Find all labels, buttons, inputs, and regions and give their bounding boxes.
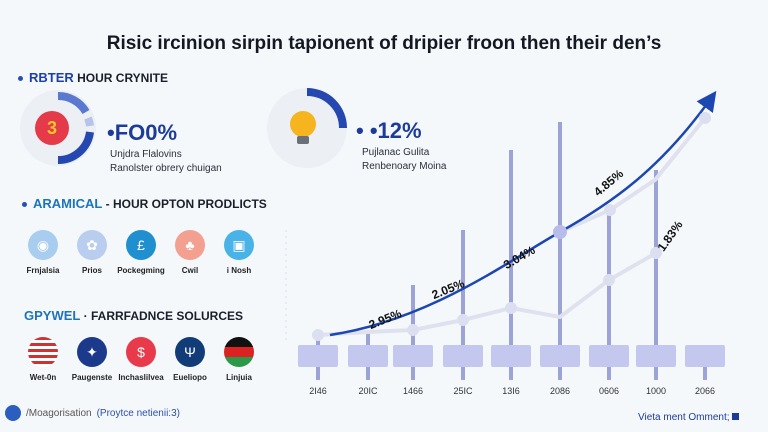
section-header-1: RBTER HOUR CRYNITE [18, 70, 168, 85]
section-header-3: GPYWEL · FARRFADNCE SOLURCES [24, 308, 244, 323]
product-item[interactable]: ▣ i Nosh [209, 230, 269, 275]
flag-icon [224, 337, 254, 367]
currency-icon: £ [126, 230, 156, 260]
product-label: Prios [81, 266, 102, 275]
coin-icon: $ [126, 337, 156, 367]
stat-line: Unjdra Flalovins [110, 149, 182, 160]
product-label: Cwil [181, 266, 199, 275]
x-tick-label: 1466 [402, 386, 424, 396]
emblem-icon: ✦ [77, 337, 107, 367]
section-accent: RBTER [29, 70, 74, 85]
stat-line: Renbenoary Moina [362, 161, 447, 172]
data-point [457, 314, 469, 326]
donut-chart-1: 3 [20, 90, 96, 166]
square-icon [732, 413, 740, 420]
stat-value-text: FO0% [114, 120, 178, 145]
data-point [604, 204, 616, 216]
source-label: Linjuia [226, 373, 252, 382]
stat-desc-1: Unjdra Flalovins Ranolster obrery chuigan [110, 148, 222, 176]
secondary-line-upper [559, 116, 707, 234]
source-label: Inchaslilvea [118, 373, 164, 382]
data-point [505, 302, 517, 314]
stat-value-2: • •12% [356, 118, 422, 143]
source-item[interactable]: Ψ Eueliopo [160, 337, 220, 382]
secondary-line-lower [317, 251, 657, 337]
stat-line: Ranolster obrery chuigan [110, 163, 222, 174]
x-tick-label: 25ΙC [453, 386, 473, 396]
category-box-icon [491, 345, 531, 367]
stat-value-1: •FO0% [107, 120, 178, 145]
footer-link[interactable]: (Proytce netienii:3) [96, 407, 180, 419]
footer-left: /Moagorisation (Proytce netienii:3) [5, 405, 180, 421]
section-accent: ARAMICAL [33, 196, 103, 211]
x-tick-label: 2Ι46 [309, 386, 327, 396]
category-box-icon [348, 345, 388, 367]
product-label: i Nosh [226, 266, 252, 275]
source-item[interactable]: Wet-0n [13, 337, 73, 382]
stat-desc-2: Pujlanac Gulita Renbenoary Moina [362, 146, 447, 174]
badge-number: 3 [47, 118, 57, 138]
data-point [553, 225, 567, 239]
gift-icon: ♣ [175, 230, 205, 260]
stat-line: Pujlanac Gulita [362, 147, 430, 158]
category-box-icon [393, 345, 433, 367]
source-item[interactable]: $ Inchaslilvea [111, 337, 171, 382]
source-label: Paugenste [71, 373, 113, 382]
source-item[interactable]: Linjuia [209, 337, 269, 382]
x-tick-label: 20ΙC [358, 386, 378, 396]
product-item[interactable]: ◉ Frnjalsia [13, 230, 73, 275]
category-box-icon [685, 345, 725, 367]
product-label: Pockegming [117, 266, 165, 275]
org-logo-icon [5, 405, 21, 421]
section-label: FARRFADNCE SOLURCES [91, 309, 244, 323]
category-box-icon [443, 345, 483, 367]
data-point [312, 329, 324, 341]
category-box-icon [636, 345, 676, 367]
x-tick-label: 13Ι6 [502, 386, 520, 396]
category-box-icon [540, 345, 580, 367]
footer-right-text: Vieta ment Omment; [638, 412, 730, 423]
category-box-icon [298, 345, 338, 367]
data-point [407, 324, 419, 336]
controller-icon: ◉ [28, 230, 58, 260]
us-flag-icon [28, 337, 58, 367]
data-point [699, 112, 711, 124]
data-point [603, 274, 615, 286]
section-label: HOUR CRYNITE [77, 71, 169, 85]
source-label: Wet-0n [29, 373, 57, 382]
x-tick-label: 2066 [694, 386, 716, 396]
donut-chart-2 [267, 88, 347, 168]
x-tick-label: 2086 [549, 386, 571, 396]
line-chart [285, 90, 725, 380]
source-label: Eueliopo [173, 373, 207, 382]
source-item[interactable]: ✦ Paugenste [62, 337, 122, 382]
product-item[interactable]: ♣ Cwil [160, 230, 220, 275]
product-label: Frnjalsia [26, 266, 60, 275]
x-tick-label: 0606 [598, 386, 620, 396]
bullet-icon [18, 76, 23, 82]
logo-icon: Ψ [175, 337, 205, 367]
product-item[interactable]: £ Pockegming [111, 230, 171, 275]
lightbulb-icon [290, 111, 316, 144]
footer-text: /Moagorisation [26, 407, 92, 419]
page-title: Risic ircinion sirpin tapionent of dripi… [106, 33, 662, 54]
stat-value-text: 12% [377, 118, 422, 143]
device-icon: ▣ [224, 230, 254, 260]
bullet-icon [22, 202, 27, 208]
category-box-icon [589, 345, 629, 367]
x-tick-label: 1000 [645, 386, 667, 396]
data-point [650, 247, 662, 259]
product-item[interactable]: ✿ Prios [62, 230, 122, 275]
animal-icon: ✿ [77, 230, 107, 260]
section-accent: GPYWEL [24, 308, 81, 323]
footer-right: Vieta ment Omment; [638, 412, 740, 423]
section-header-2: ARAMICAL - HOUR OPTON PRODLICTS [22, 196, 267, 211]
section-label: HOUR OPTON PRODLICTS [113, 197, 267, 211]
